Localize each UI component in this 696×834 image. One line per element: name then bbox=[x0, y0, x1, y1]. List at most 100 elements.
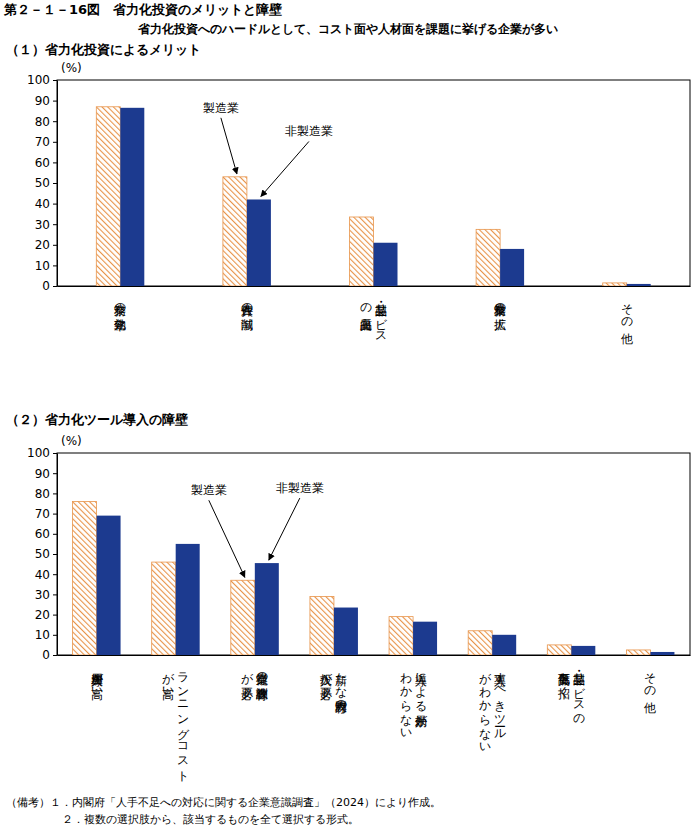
note: （備考）１．内閣府「人手不足への対応に関する企業意識調査」（2024）により作成… bbox=[6, 796, 441, 809]
bar bbox=[389, 617, 413, 655]
tick-mark bbox=[53, 514, 57, 515]
bar bbox=[571, 646, 595, 655]
tick-label: 従業員の教育訓練が必要 bbox=[240, 664, 269, 701]
tick-label: 80 bbox=[35, 487, 50, 501]
y-tick: 0 bbox=[42, 648, 57, 662]
x-tick: その他 bbox=[620, 286, 634, 345]
tick-mark bbox=[53, 473, 57, 474]
tick-label: ランニングコストが高い bbox=[161, 664, 190, 782]
y-tick: 50 bbox=[35, 176, 57, 190]
tick-mark bbox=[53, 453, 57, 454]
plot-frame bbox=[57, 80, 690, 286]
tick-label: 100 bbox=[27, 73, 50, 87]
tick-mark bbox=[53, 101, 57, 102]
bar bbox=[500, 249, 524, 286]
tick-mark bbox=[53, 635, 57, 636]
y-tick: 100 bbox=[27, 73, 57, 87]
x-axis: 業務の効率化 人件費の削減 製品・サービスの品質向上 業務量の拡大 その他 bbox=[58, 286, 691, 345]
bar bbox=[255, 563, 279, 655]
figure-subtitle: 省力化投資へのハードルとして、コスト面や人材面を課題に挙げる企業が多い bbox=[137, 22, 558, 36]
bar bbox=[310, 596, 334, 655]
tick-mark bbox=[53, 493, 57, 494]
y-axis: 0102030405060708090100 bbox=[27, 446, 57, 662]
tick-label: 導入すべきツールがわからない bbox=[478, 664, 507, 751]
bar bbox=[231, 580, 255, 655]
y-tick: 100 bbox=[27, 446, 57, 460]
bar bbox=[547, 645, 571, 655]
x-tick: 従業員の教育訓練が必要 bbox=[240, 655, 269, 701]
axis-line bbox=[57, 81, 58, 287]
bar bbox=[626, 650, 650, 655]
tick-mark bbox=[53, 224, 57, 225]
tick-mark bbox=[53, 80, 57, 81]
tick-label: その他 bbox=[620, 295, 634, 345]
tick-mark bbox=[53, 286, 57, 287]
bar bbox=[350, 217, 374, 286]
figure: 第２－１－16図 省力化投資のメリットと障壁省力化投資へのハードルとして、コスト… bbox=[0, 0, 696, 834]
bar bbox=[413, 622, 437, 655]
y-tick: 0 bbox=[42, 279, 57, 293]
bar bbox=[476, 229, 500, 286]
tick-label: 80 bbox=[35, 115, 50, 129]
x-axis: 導入費用が高い ランニングコストが高い 従業員の教育訓練が必要 新たな専門人材の投入が… bbox=[58, 655, 691, 782]
tick-mark bbox=[53, 121, 57, 122]
x-tick: 製品・サービスの品質向上 bbox=[359, 286, 388, 340]
tick-mark bbox=[53, 554, 57, 555]
tick-mark bbox=[53, 655, 57, 656]
y-tick: 30 bbox=[35, 218, 57, 232]
tick-mark bbox=[53, 245, 57, 246]
y-tick: 80 bbox=[35, 487, 57, 501]
tick-label: 導入費用が高い bbox=[90, 664, 104, 701]
tick-label: 20 bbox=[35, 608, 50, 622]
y-tick: 20 bbox=[35, 238, 57, 252]
y-axis-label: (%) bbox=[61, 61, 82, 75]
tick-label: 50 bbox=[35, 547, 50, 561]
tick-label: 100 bbox=[27, 446, 50, 460]
y-tick: 70 bbox=[35, 135, 57, 149]
tick-label: 0 bbox=[42, 648, 50, 662]
series-label: 非製造業 bbox=[285, 124, 333, 138]
chart-title: （２）省力化ツール導入の障壁 bbox=[6, 412, 188, 427]
bar bbox=[97, 516, 121, 655]
tick-label: 40 bbox=[35, 568, 50, 582]
bar bbox=[73, 501, 97, 655]
tick-label: 新たな専門人材の投入が必要 bbox=[319, 664, 348, 714]
tick-label: 10 bbox=[35, 628, 50, 642]
series-label: 製造業 bbox=[191, 483, 227, 497]
tick-mark bbox=[53, 574, 57, 575]
x-tick: 製品・サービスの品質低下を招く bbox=[557, 655, 586, 724]
tick-label: 60 bbox=[35, 527, 50, 541]
tick-mark bbox=[53, 594, 57, 595]
axis-line bbox=[58, 655, 691, 656]
callout-arrow bbox=[261, 141, 309, 196]
bar bbox=[152, 562, 176, 655]
y-tick: 40 bbox=[35, 197, 57, 211]
bars bbox=[96, 107, 650, 286]
tick-label: 70 bbox=[35, 507, 50, 521]
x-tick: 新たな専門人材の投入が必要 bbox=[319, 655, 348, 714]
tick-label: その他 bbox=[643, 664, 657, 714]
series bbox=[120, 108, 650, 286]
callout-arrow bbox=[221, 118, 237, 174]
bar bbox=[374, 243, 398, 286]
y-tick: 80 bbox=[35, 115, 57, 129]
y-tick: 10 bbox=[35, 259, 57, 273]
y-tick: 90 bbox=[35, 467, 57, 481]
bar bbox=[120, 108, 144, 286]
x-tick: 導入すべきツールがわからない bbox=[478, 655, 507, 751]
y-tick: 90 bbox=[35, 94, 57, 108]
y-tick: 60 bbox=[35, 527, 57, 541]
bar bbox=[247, 199, 271, 286]
tick-label: 70 bbox=[35, 135, 50, 149]
tick-label: 10 bbox=[35, 259, 50, 273]
tick-label: 業務の効率化 bbox=[113, 295, 127, 332]
tick-label: 90 bbox=[35, 94, 50, 108]
tick-label: 製品・サービスの品質向上 bbox=[359, 295, 388, 340]
bar bbox=[334, 608, 358, 655]
bar bbox=[96, 107, 120, 286]
x-tick: 人件費の削減 bbox=[240, 286, 254, 331]
series-label: 非製造業 bbox=[276, 481, 324, 495]
figure-title: 第２－１－16図 省力化投資のメリットと障壁 bbox=[3, 2, 282, 17]
x-tick: 業務量の拡大 bbox=[493, 286, 507, 331]
tick-label: 30 bbox=[35, 218, 50, 232]
